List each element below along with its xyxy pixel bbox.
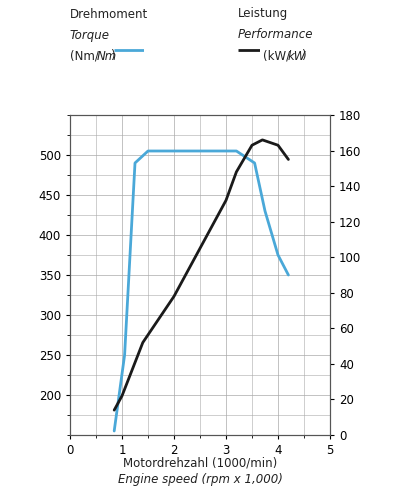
Text: Drehmoment: Drehmoment — [70, 8, 148, 20]
Text: ): ) — [110, 50, 115, 62]
Text: Performance: Performance — [238, 28, 314, 42]
Text: (Nm/: (Nm/ — [70, 50, 99, 62]
Text: Engine speed (rpm x 1,000): Engine speed (rpm x 1,000) — [118, 472, 282, 486]
Text: Nm: Nm — [97, 50, 117, 62]
Text: Torque: Torque — [70, 28, 110, 42]
Text: ): ) — [301, 50, 306, 62]
Text: kW: kW — [288, 50, 306, 62]
Text: (kW/: (kW/ — [263, 50, 290, 62]
Text: Leistung: Leistung — [238, 8, 288, 20]
Text: Motordrehzahl (1000/min): Motordrehzahl (1000/min) — [123, 456, 277, 469]
